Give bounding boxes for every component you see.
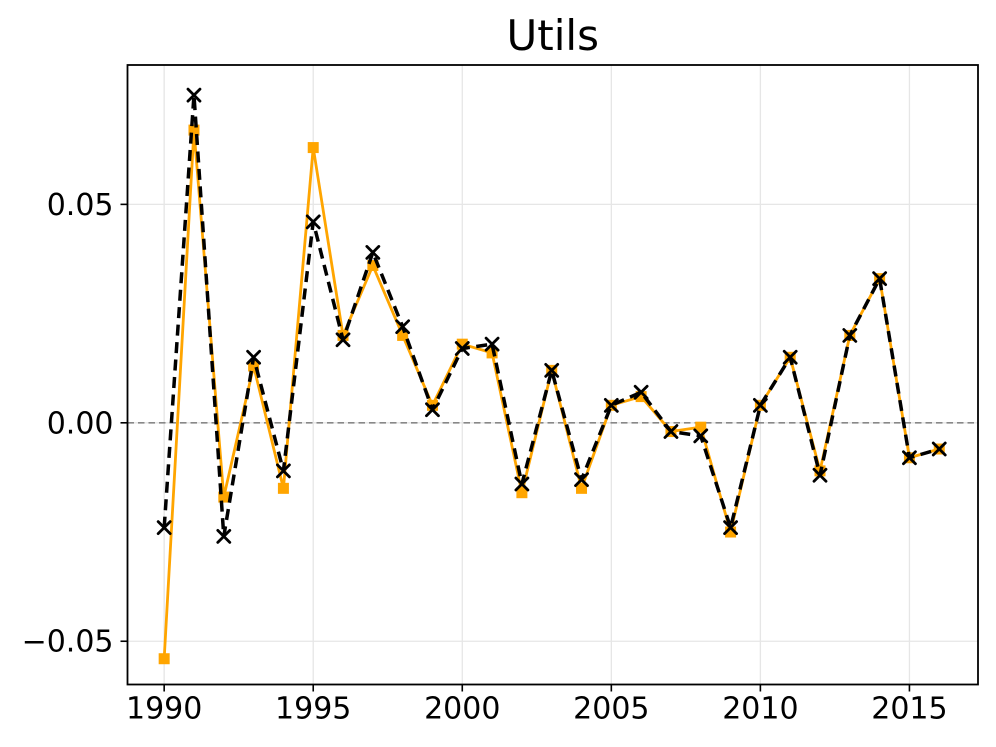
square-marker-2002 bbox=[516, 487, 528, 499]
x-tick-label-2010: 2010 bbox=[722, 692, 798, 727]
x-marker-2014 bbox=[872, 271, 888, 287]
square-marker-1990 bbox=[158, 653, 170, 665]
square-marker-1992 bbox=[218, 491, 230, 503]
x-marker-1994 bbox=[276, 463, 291, 479]
x-marker-2003 bbox=[544, 362, 560, 378]
x-marker-2010 bbox=[752, 397, 768, 413]
x-tick-label-1990: 1990 bbox=[126, 692, 202, 727]
x-marker-2013 bbox=[842, 328, 858, 343]
x-marker-2000 bbox=[454, 341, 470, 356]
square-marker-1997 bbox=[367, 260, 379, 272]
x-marker-2007 bbox=[663, 424, 679, 439]
x-marker-2006 bbox=[633, 384, 649, 400]
x-marker-2011 bbox=[782, 349, 798, 365]
x-marker-2001 bbox=[484, 336, 500, 352]
square-marker-2008 bbox=[695, 421, 707, 433]
axes-spines bbox=[126, 64, 979, 686]
square-marker-2004 bbox=[576, 482, 588, 494]
x-marker-2012 bbox=[812, 467, 828, 483]
square-marker-1991 bbox=[188, 124, 200, 136]
square-marker-2006 bbox=[635, 391, 647, 403]
x-marker-1992 bbox=[216, 528, 232, 544]
chart-title: Utils bbox=[507, 11, 599, 60]
x-marker-2016 bbox=[931, 441, 947, 457]
x-marker-1999 bbox=[425, 402, 440, 418]
x-marker-1995 bbox=[305, 214, 321, 230]
x-marker-1997 bbox=[365, 245, 381, 260]
x-marker-1993 bbox=[246, 349, 261, 365]
x-marker-1998 bbox=[395, 319, 411, 335]
x-marker-2004 bbox=[574, 472, 589, 488]
square-marker-1993 bbox=[248, 360, 260, 372]
y-tick-label-0.05: 0.05 bbox=[47, 188, 114, 223]
x-tick-label-1995: 1995 bbox=[275, 692, 351, 727]
square-marker-1995 bbox=[307, 142, 319, 154]
square-marker-2009 bbox=[725, 526, 737, 538]
y-tick-label-0: 0.00 bbox=[47, 406, 114, 441]
x-marker-2008 bbox=[693, 428, 709, 444]
square-marker-2001 bbox=[486, 347, 498, 359]
y-tick-label--0.05: −0.05 bbox=[22, 625, 114, 660]
square-marker-2000 bbox=[456, 338, 468, 350]
x-tick-label-2000: 2000 bbox=[424, 692, 500, 727]
x-marker-1996 bbox=[335, 332, 351, 348]
square-marker-1998 bbox=[397, 329, 409, 341]
x-marker-1990 bbox=[156, 520, 172, 536]
square-marker-1994 bbox=[277, 482, 289, 494]
x-marker-2002 bbox=[514, 476, 530, 492]
x-tick-label-2005: 2005 bbox=[573, 692, 649, 727]
x-marker-2005 bbox=[603, 397, 619, 413]
x-tick-label-2015: 2015 bbox=[871, 692, 947, 727]
x-marker-2009 bbox=[723, 520, 738, 536]
x-marker-1991 bbox=[186, 87, 202, 103]
x-marker-2015 bbox=[902, 450, 917, 466]
